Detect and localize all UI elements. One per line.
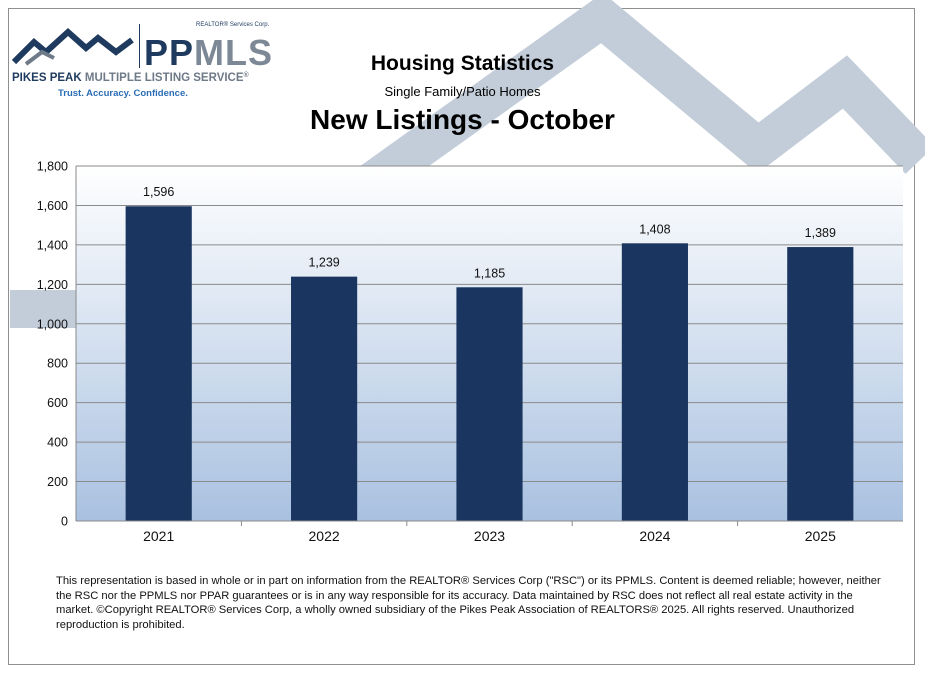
- y-tick-label: 400: [47, 436, 68, 450]
- page-subtitle: Single Family/Patio Homes: [384, 84, 541, 99]
- data-label: 1,239: [308, 256, 339, 270]
- logo-wordmark: PPMLS: [144, 32, 273, 74]
- logo-full-name: PIKES PEAK MULTIPLE LISTING SERVICE®: [12, 72, 249, 84]
- logo-tagline: Trust. Accuracy. Confidence.: [58, 88, 188, 99]
- bar-2024: [621, 243, 688, 522]
- y-tick-label: 1,800: [37, 160, 68, 174]
- y-tick-label: 800: [47, 357, 68, 371]
- chart-title: New Listings - October: [310, 104, 615, 135]
- x-tick-label: 2021: [143, 528, 174, 544]
- x-tick-label: 2024: [639, 528, 670, 544]
- mountain-logo-icon: [12, 27, 134, 66]
- y-tick-label: 1,400: [37, 238, 68, 252]
- bar-2025: [787, 247, 854, 521]
- y-tick-label: 600: [47, 396, 68, 410]
- x-tick-label: 2025: [805, 528, 836, 544]
- bar-2022: [291, 276, 358, 521]
- logo-name-mls: MULTIPLE LISTING SERVICE: [81, 72, 244, 84]
- x-tick-label: 2022: [309, 528, 340, 544]
- bar-2021: [125, 206, 192, 521]
- y-tick-label: 1,200: [37, 278, 68, 292]
- y-tick-label: 1,600: [37, 199, 68, 213]
- disclaimer-text: This representation is based in whole or…: [56, 575, 881, 631]
- y-tick-label: 1,000: [37, 317, 68, 331]
- x-tick-label: 2023: [474, 528, 505, 544]
- y-tick-label: 0: [61, 515, 68, 529]
- logo-name-pikes-peak: PIKES PEAK: [12, 72, 82, 84]
- data-label: 1,408: [639, 222, 670, 236]
- data-label: 1,185: [474, 266, 505, 280]
- y-tick-label: 200: [47, 475, 68, 489]
- logo-wordmark-mls: MLS: [194, 32, 274, 73]
- data-label: 1,389: [805, 226, 836, 240]
- logo-wordmark-pp: PP: [144, 32, 195, 73]
- page-title: Housing Statistics: [370, 52, 555, 75]
- data-label: 1,596: [143, 185, 174, 199]
- ppmls-logo: REALTOR® Services Corp. PPMLS PIKES PEAK…: [12, 18, 272, 100]
- logo-corp-label: REALTOR® Services Corp.: [196, 22, 270, 28]
- logo-divider: [139, 24, 140, 68]
- bar-2023: [456, 287, 523, 521]
- logo-registered-mark: ®: [243, 72, 249, 79]
